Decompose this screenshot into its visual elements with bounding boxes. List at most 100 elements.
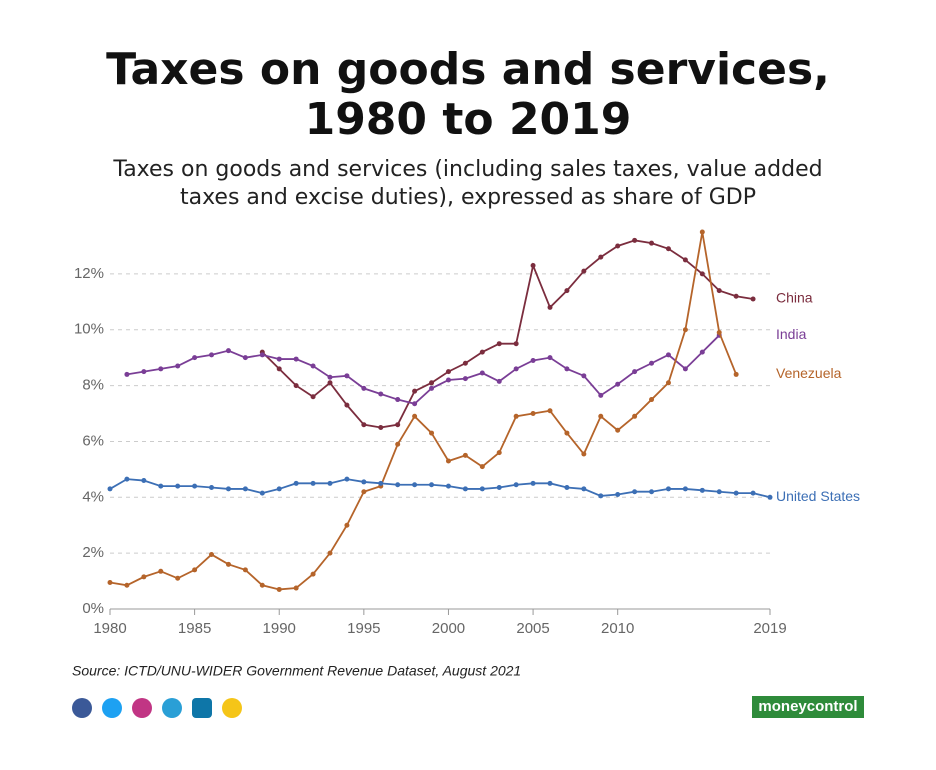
point	[479, 464, 485, 470]
point	[361, 489, 367, 495]
point	[395, 422, 401, 428]
x-tick-label: 1980	[93, 620, 126, 637]
point	[632, 237, 638, 243]
point	[665, 486, 671, 492]
chart-subtitle: taxes and excise duties), expressed as s…	[180, 185, 756, 210]
point	[412, 388, 418, 394]
brand: moneycontrol	[758, 698, 857, 715]
point	[293, 585, 299, 591]
point	[361, 479, 367, 485]
point	[175, 483, 181, 489]
point	[699, 271, 705, 277]
chart-title: 1980 to 2019	[305, 94, 632, 145]
point	[242, 486, 248, 492]
point	[327, 380, 333, 386]
point	[564, 485, 570, 491]
point	[547, 408, 553, 414]
point	[209, 552, 215, 558]
point	[259, 352, 265, 358]
point	[327, 374, 333, 380]
x-tick-label: 1990	[263, 620, 296, 637]
series-label: Venezuela	[776, 365, 842, 381]
point	[547, 355, 553, 361]
point	[344, 373, 350, 379]
x-tick-label: 2019	[753, 620, 786, 637]
point	[649, 360, 655, 366]
point	[429, 380, 435, 386]
point	[699, 229, 705, 235]
point	[412, 401, 418, 407]
point	[395, 482, 401, 488]
point	[682, 257, 688, 263]
point	[242, 355, 248, 361]
point	[158, 483, 164, 489]
point	[649, 397, 655, 403]
point	[615, 381, 621, 387]
series-label: China	[776, 290, 813, 306]
point	[107, 579, 113, 585]
point	[192, 355, 198, 361]
point	[429, 430, 435, 436]
point	[124, 476, 130, 482]
point	[310, 480, 316, 486]
point	[733, 371, 739, 377]
point	[361, 422, 367, 428]
x-tick-label: 1995	[347, 620, 380, 637]
point	[581, 373, 587, 379]
point	[649, 489, 655, 495]
point	[682, 486, 688, 492]
point	[733, 490, 739, 496]
point	[327, 550, 333, 556]
x-tick-label: 2005	[516, 620, 549, 637]
point	[479, 486, 485, 492]
y-tick-label: 10%	[74, 321, 104, 338]
point	[665, 380, 671, 386]
point	[682, 327, 688, 333]
point	[209, 352, 215, 358]
y-tick-label: 4%	[82, 488, 104, 505]
point	[175, 575, 181, 581]
point	[615, 492, 621, 498]
point	[750, 296, 756, 302]
point	[547, 304, 553, 310]
point	[175, 363, 181, 369]
point	[665, 246, 671, 252]
point	[445, 458, 451, 464]
point	[733, 293, 739, 299]
point	[716, 489, 722, 495]
point	[513, 482, 519, 488]
series-line	[126, 334, 720, 405]
point	[259, 490, 265, 496]
social-icons	[72, 698, 242, 718]
point	[276, 486, 282, 492]
point	[310, 394, 316, 400]
point	[242, 567, 248, 573]
point	[124, 371, 130, 377]
point	[699, 487, 705, 493]
point	[530, 411, 536, 417]
point	[310, 363, 316, 369]
point	[445, 369, 451, 375]
point	[192, 483, 198, 489]
point	[581, 451, 587, 457]
point	[276, 366, 282, 372]
point	[496, 341, 502, 347]
point	[513, 366, 519, 372]
point	[158, 568, 164, 574]
series-line	[261, 239, 754, 429]
chart-subtitle: Taxes on goods and services (including s…	[112, 157, 822, 182]
point	[344, 476, 350, 482]
point	[395, 397, 401, 403]
x-tick-label: 2000	[432, 620, 465, 637]
point	[293, 356, 299, 362]
point	[530, 263, 536, 269]
series-label: United States	[776, 488, 860, 504]
point	[682, 366, 688, 372]
series-line	[109, 478, 771, 499]
point	[327, 480, 333, 486]
point	[496, 378, 502, 384]
point	[632, 369, 638, 375]
point	[479, 349, 485, 355]
point	[225, 486, 231, 492]
